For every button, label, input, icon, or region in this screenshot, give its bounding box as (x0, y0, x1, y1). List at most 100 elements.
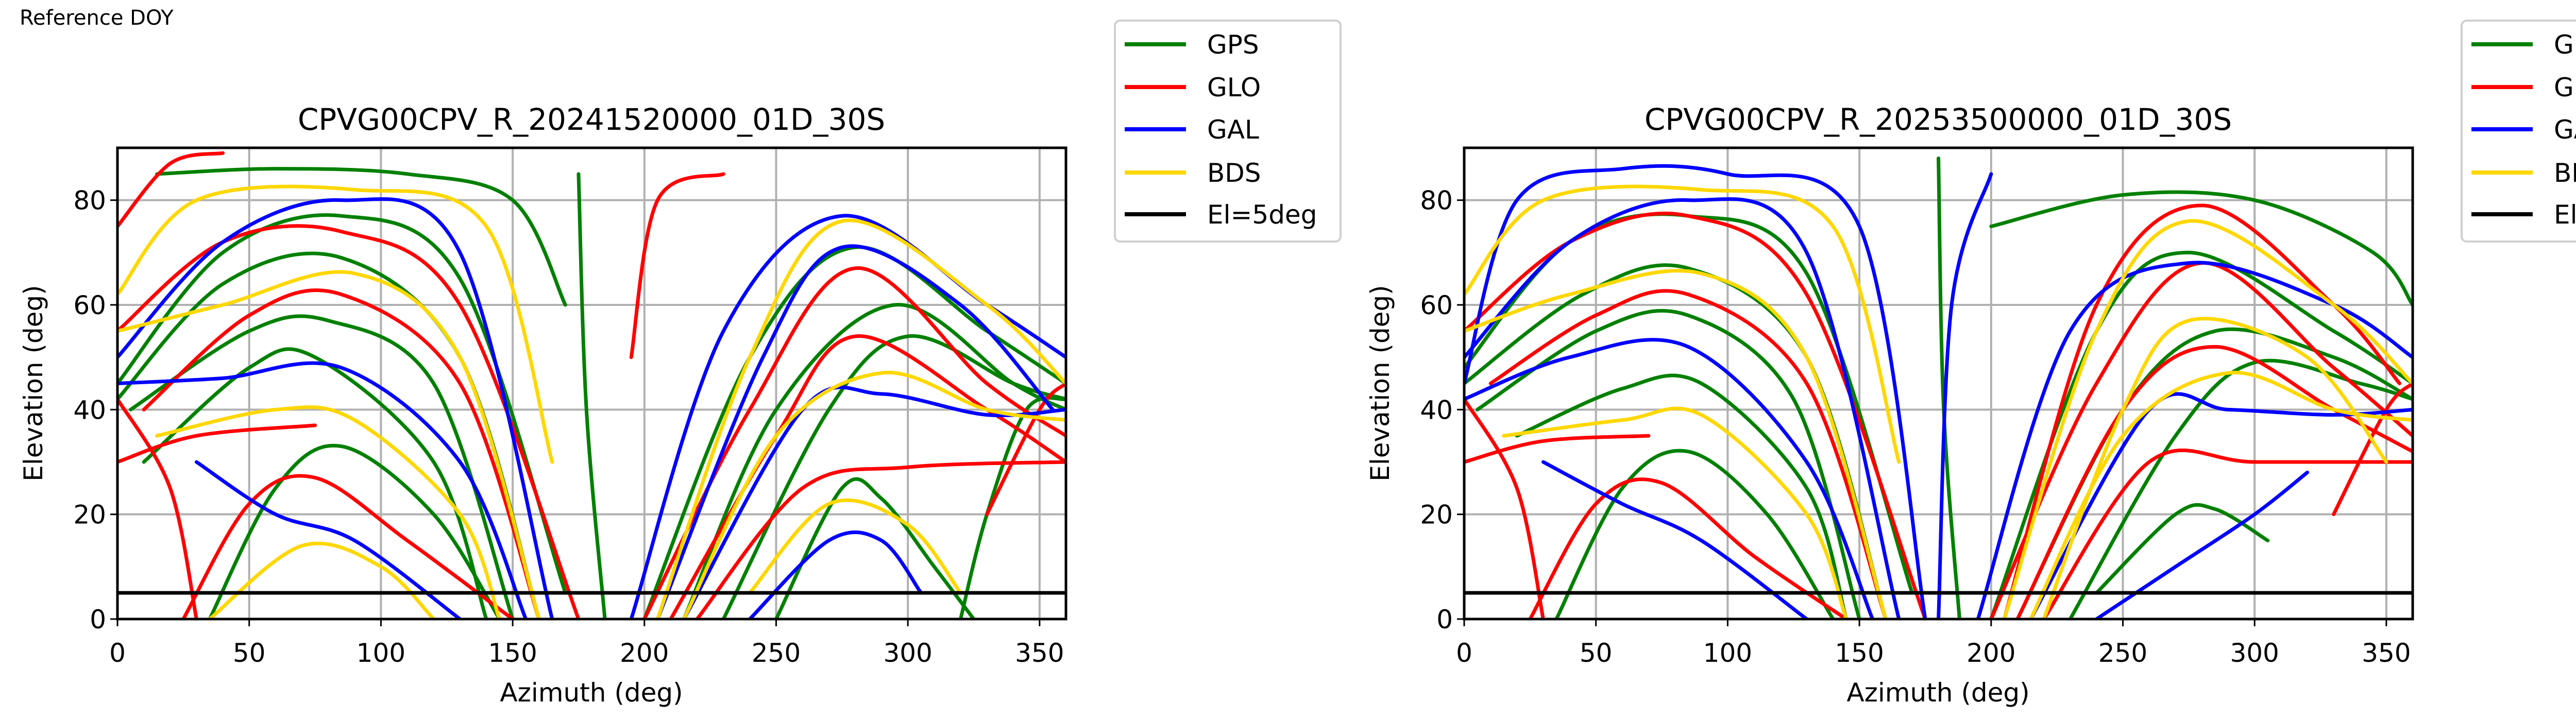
y-tick-label: 40 (1420, 395, 1453, 425)
gal-track (2094, 470, 2309, 619)
bds-track (155, 405, 502, 619)
legend-label: GAL (2554, 115, 2576, 145)
gal-track (682, 385, 1066, 619)
y-tick-label: 0 (90, 605, 106, 635)
y-tick-label: 20 (1420, 500, 1453, 530)
bds-track (682, 370, 1066, 619)
glo-track (117, 397, 198, 619)
legend-label: BDS (1207, 158, 1261, 188)
legend-label: GPS (2554, 30, 2576, 60)
x-tick-label: 350 (1015, 638, 1064, 668)
glo-track (142, 288, 541, 619)
y-tick-label: 60 (1420, 290, 1453, 320)
y-tick-label: 80 (1420, 186, 1453, 216)
x-tick-label: 250 (2098, 638, 2147, 668)
glo-track (117, 151, 225, 228)
gps-track (577, 172, 607, 619)
x-tick-label: 100 (357, 638, 405, 668)
glo-track (669, 334, 1066, 619)
bds-track (117, 184, 554, 464)
glo-track (2042, 448, 2413, 619)
legend-label: GPS (1207, 30, 1259, 60)
glo-track (695, 460, 1066, 619)
x-tick-label: 100 (1703, 638, 1752, 668)
glo-track (1464, 211, 1927, 619)
bds-track (117, 270, 541, 619)
legend: GPS GLO GAL BDS El=5deg (1114, 20, 1342, 243)
x-tick-label: 0 (109, 638, 126, 668)
x-tick-label: 150 (1835, 638, 1884, 668)
gal-track (1464, 164, 1927, 619)
gps-track (117, 213, 567, 595)
axes-frame (1463, 146, 2414, 621)
gps-track (155, 167, 567, 307)
glo-track (1528, 477, 1849, 619)
glo-track (1488, 289, 1888, 619)
y-axis-label: Elevation (deg) (1365, 285, 1395, 481)
plot-area: 0 50 100 150 200 250 300 350 0 20 40 60 80 (73, 146, 1067, 668)
gal-track (1937, 172, 1993, 619)
gal-track (1541, 460, 1809, 619)
gal-track (117, 197, 554, 619)
x-tick-label: 0 (1456, 638, 1472, 668)
y-tick-label: 20 (73, 500, 106, 530)
bds-track (748, 498, 962, 595)
legend-frame (1114, 20, 1342, 243)
legend: GPS GLO GAL BDS El=5deg (2461, 20, 2576, 243)
gps-track (208, 443, 502, 619)
tracks (117, 151, 1066, 619)
gal-track (1464, 338, 1875, 619)
glo-track (985, 382, 1066, 517)
glo-track (1464, 434, 1651, 464)
y-tick-label: 0 (1436, 605, 1453, 635)
subplot-left: CPVG00CPV_R_20241520000_01D_30S Azimuth … (19, 20, 1342, 708)
x-tick-label: 200 (1967, 638, 2015, 668)
bds-track (1464, 269, 1888, 619)
gal-track (1464, 197, 1901, 619)
plot-title: CPVG00CPV_R_20241520000_01D_30S (298, 102, 885, 137)
axes-frame (116, 146, 1067, 621)
glo-track (1464, 397, 1545, 619)
glo-track (117, 224, 581, 619)
y-axis-label: Elevation (deg) (19, 285, 48, 481)
legend-label: El=5deg (1207, 200, 1317, 230)
x-tick-label: 50 (233, 638, 266, 668)
x-axis-label: Azimuth (deg) (500, 678, 683, 708)
x-tick-label: 250 (752, 638, 801, 668)
subplot-right: CPVG00CPV_R_20253500000_01D_30S Azimuth … (1365, 20, 2576, 708)
glo-track (181, 474, 515, 619)
bds-track (2002, 219, 2413, 619)
gal-track (748, 530, 923, 619)
gal-track (117, 361, 528, 619)
gps-track (1989, 250, 2413, 619)
gps-track (1554, 449, 1835, 619)
x-tick-label: 350 (2362, 638, 2411, 668)
y-tick-label: 80 (73, 186, 106, 216)
legend-label: GLO (2554, 73, 2576, 102)
x-tick-label: 50 (1580, 638, 1613, 668)
plot-area: 0 50 100 150 200 250 300 350 0 20 40 60 80 (1420, 146, 2414, 668)
gal-track (1976, 261, 2413, 619)
bds-track (2042, 317, 2388, 619)
bds-track (1502, 406, 1849, 619)
glo-track (2332, 382, 2413, 517)
gps-track (1515, 373, 1849, 619)
glo-track (629, 172, 725, 359)
gps-track (129, 314, 515, 619)
legend-label: El=5deg (2554, 200, 2576, 230)
reference-doy-label: Reference DOY (20, 6, 174, 30)
glo-track (117, 423, 317, 464)
x-axis-label: Azimuth (deg) (1846, 678, 2029, 708)
y-tick-label: 40 (73, 395, 106, 425)
x-tick-label: 300 (883, 638, 932, 668)
gps-track (958, 396, 1066, 619)
bds-track (1464, 184, 1901, 464)
legend-label: BDS (2554, 158, 2576, 188)
glo-track (1989, 261, 2413, 619)
legend-label: GAL (1207, 115, 1259, 145)
tracks (1464, 156, 2413, 619)
bds-track (2028, 370, 2413, 619)
gal-track (194, 460, 462, 619)
x-tick-label: 200 (620, 638, 669, 668)
